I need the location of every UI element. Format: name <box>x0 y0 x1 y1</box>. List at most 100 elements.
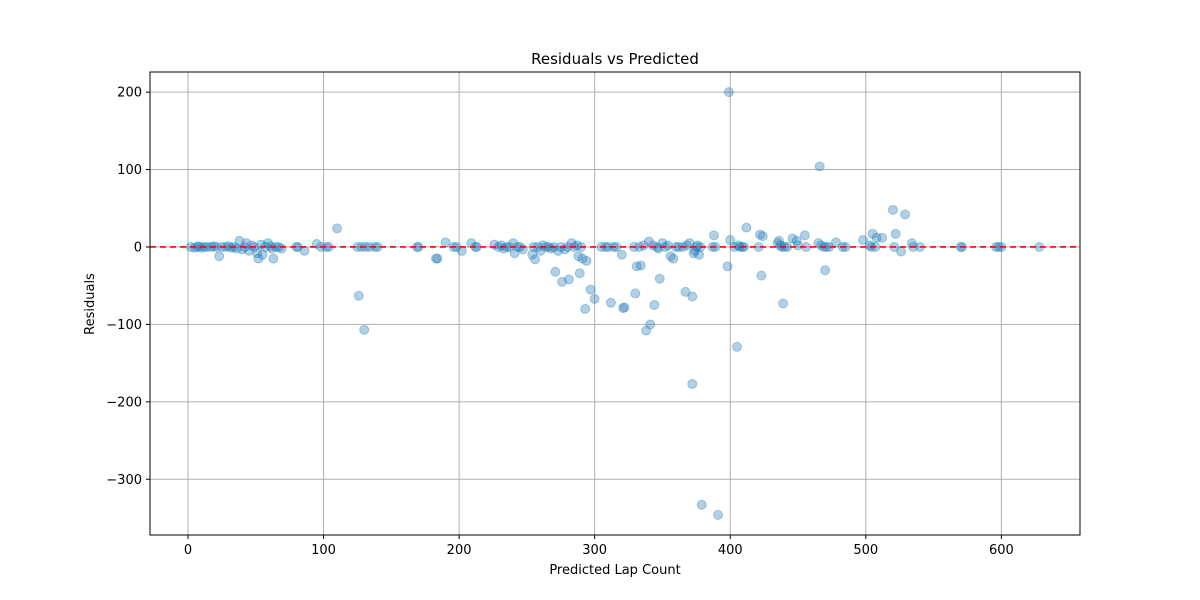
data-point <box>694 249 705 260</box>
x-axis-ticks: 0 100 200 300 400 500 600 <box>184 535 1014 558</box>
data-point <box>573 251 584 262</box>
data-point <box>896 246 907 257</box>
data-point <box>680 286 691 297</box>
data-point <box>641 325 652 336</box>
y-tick-label: 200 <box>117 86 142 101</box>
data-point <box>687 379 698 390</box>
data-point <box>778 298 789 309</box>
data-point <box>867 228 878 239</box>
y-tick-label: −200 <box>106 395 142 410</box>
data-point <box>509 248 520 259</box>
data-point <box>635 260 646 271</box>
data-point <box>359 324 370 335</box>
data-point <box>787 233 798 244</box>
data-point <box>252 248 263 259</box>
chart-title: Residuals vs Predicted <box>531 50 699 68</box>
plot-background <box>150 72 1080 535</box>
data-point <box>665 251 676 262</box>
plot-frame <box>149 71 1081 536</box>
y-tick-label: −300 <box>106 473 142 488</box>
data-point <box>243 245 254 256</box>
data-point <box>605 297 616 308</box>
data-point <box>631 261 642 272</box>
data-point <box>214 251 225 262</box>
y-tick-label: −100 <box>106 318 142 333</box>
data-point <box>431 253 442 264</box>
data-point <box>877 232 888 243</box>
data-point <box>654 273 665 284</box>
data-point <box>585 284 596 295</box>
data-points <box>185 87 1045 520</box>
data-point <box>643 236 654 247</box>
x-tick-label: 200 <box>447 543 472 558</box>
data-point <box>687 291 698 302</box>
data-point <box>589 293 600 304</box>
data-point <box>871 232 882 243</box>
data-point <box>616 249 627 260</box>
data-point <box>732 341 743 352</box>
data-point <box>517 244 528 255</box>
x-tick-label: 0 <box>184 543 192 558</box>
data-point <box>688 248 699 259</box>
data-point <box>353 290 364 301</box>
data-point <box>890 228 901 239</box>
data-point <box>900 209 911 220</box>
data-point <box>563 274 574 285</box>
data-point <box>234 235 245 246</box>
data-point <box>332 223 343 234</box>
data-point <box>550 266 561 277</box>
x-tick-label: 500 <box>853 543 878 558</box>
data-point <box>799 230 810 241</box>
data-point <box>696 499 707 510</box>
data-point <box>793 240 804 251</box>
x-tick-label: 100 <box>311 543 336 558</box>
data-point <box>527 249 538 260</box>
data-point <box>708 230 719 241</box>
data-point <box>772 238 783 249</box>
x-tick-label: 600 <box>989 543 1014 558</box>
data-point <box>814 161 825 172</box>
data-point <box>820 265 831 276</box>
y-axis-label: Residuals <box>83 273 98 335</box>
data-point <box>557 276 568 287</box>
data-point <box>241 238 252 249</box>
data-point <box>713 509 724 520</box>
data-point <box>858 235 869 246</box>
data-point <box>530 254 541 265</box>
data-point <box>649 300 660 311</box>
y-tick-label: 0 <box>134 240 142 255</box>
data-point <box>580 303 591 314</box>
data-point <box>725 235 736 246</box>
data-point <box>684 238 695 249</box>
y-tick-label: 100 <box>117 163 142 178</box>
data-point <box>276 243 287 254</box>
data-point <box>311 238 322 249</box>
data-point <box>253 253 264 264</box>
data-point <box>630 288 641 299</box>
data-point <box>887 204 898 215</box>
data-point <box>553 245 564 256</box>
y-axis-ticks: −300 −200 −100 0 100 200 <box>106 86 150 488</box>
data-point <box>619 302 630 313</box>
data-point <box>757 231 768 242</box>
data-point <box>756 270 767 281</box>
data-point <box>791 235 802 246</box>
data-point <box>440 237 451 248</box>
data-point <box>755 229 766 240</box>
data-point <box>268 253 279 264</box>
data-point <box>645 319 656 330</box>
x-tick-label: 400 <box>718 543 743 558</box>
data-point <box>262 238 273 249</box>
data-point <box>723 87 734 98</box>
x-axis-label: Predicted Lap Count <box>549 563 680 578</box>
data-point <box>774 235 785 246</box>
data-point <box>741 222 752 233</box>
data-point <box>722 261 733 272</box>
data-point <box>432 253 443 264</box>
data-point <box>668 253 679 264</box>
data-point <box>577 253 588 264</box>
data-point <box>257 249 268 260</box>
data-point <box>813 238 824 249</box>
data-point <box>581 255 592 266</box>
